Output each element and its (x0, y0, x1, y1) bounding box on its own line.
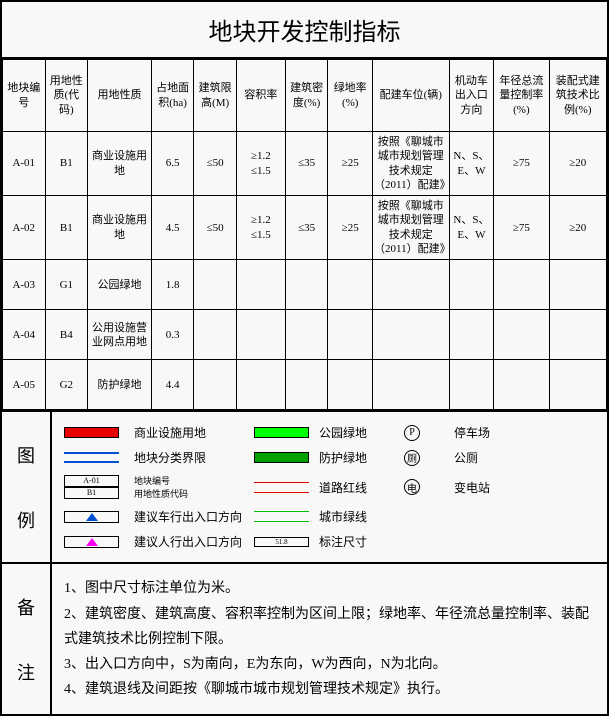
table-header-row: 地块编号用地性质(代码)用地性质占地面积(ha)建筑限高(M)容积率建筑密度(%… (3, 60, 607, 132)
swatch-park (254, 427, 309, 438)
arrow-pedestrian (64, 536, 119, 548)
swatch-commercial (64, 427, 119, 438)
table-row: A-04B4公用设施营业网点用地0.3 (3, 310, 607, 360)
swatch-protective (254, 452, 309, 463)
table-header: 建筑密度(%) (285, 60, 328, 132)
table-row: A-01B1商业设施用地6.5≤50≥1.2 ≤1.5≤35≥25按照《聊城市城… (3, 132, 607, 196)
city-greenline (254, 511, 309, 522)
arrow-vehicle (64, 511, 119, 523)
table-row: A-03G1公园绿地1.8 (3, 260, 607, 310)
table-header: 建筑限高(M) (194, 60, 237, 132)
table-row: A-05G2防护绿地4.4 (3, 360, 607, 410)
legend-grid: 商业设施用地 公园绿地 P停车场 地块分类界限 防护绿地 厕公厕 A-01B1地… (64, 424, 595, 550)
table-header: 用地性质(代码) (45, 60, 88, 132)
notes-label: 备 注 (2, 564, 52, 714)
line-boundary (64, 452, 119, 463)
notes-section: 备 注 1、图中尺寸标注单位为米。2、建筑密度、建筑高度、容积率控制为区间上限；… (2, 562, 607, 714)
table-header: 配建车位(辆) (373, 60, 450, 132)
control-table: 地块编号用地性质(代码)用地性质占地面积(ha)建筑限高(M)容积率建筑密度(%… (2, 59, 607, 410)
table-row: A-02B1商业设施用地4.5≤50≥1.2 ≤1.5≤35≥25按照《聊城市城… (3, 196, 607, 260)
table-header: 占地面积(ha) (151, 60, 194, 132)
legend-section: 图 例 商业设施用地 公园绿地 P停车场 地块分类界限 防护绿地 厕公厕 A-0… (2, 410, 607, 562)
table-header: 地块编号 (3, 60, 46, 132)
table-header: 装配式建筑技术比例(%) (549, 60, 606, 132)
toilet-icon: 厕 (404, 450, 420, 466)
notes-content: 1、图中尺寸标注单位为米。2、建筑密度、建筑高度、容积率控制为区间上限；绿地率、… (52, 564, 607, 714)
parking-icon: P (404, 425, 420, 441)
table-header: 机动车出入口方向 (449, 60, 494, 132)
page-title: 地块开发控制指标 (2, 2, 607, 59)
legend-label: 图 例 (2, 412, 52, 562)
block-code-box: A-01B1 (64, 475, 119, 499)
road-redline (254, 482, 309, 493)
dimension-line: 51.8 (254, 537, 309, 547)
table-header: 容积率 (236, 60, 285, 132)
table-header: 绿地率(%) (328, 60, 373, 132)
substation-icon: 电 (404, 479, 420, 495)
document-container: 地块开发控制指标 地块编号用地性质(代码)用地性质占地面积(ha)建筑限高(M)… (0, 0, 609, 716)
table-header: 用地性质 (88, 60, 152, 132)
table-header: 年径总流量控制率(%) (494, 60, 549, 132)
